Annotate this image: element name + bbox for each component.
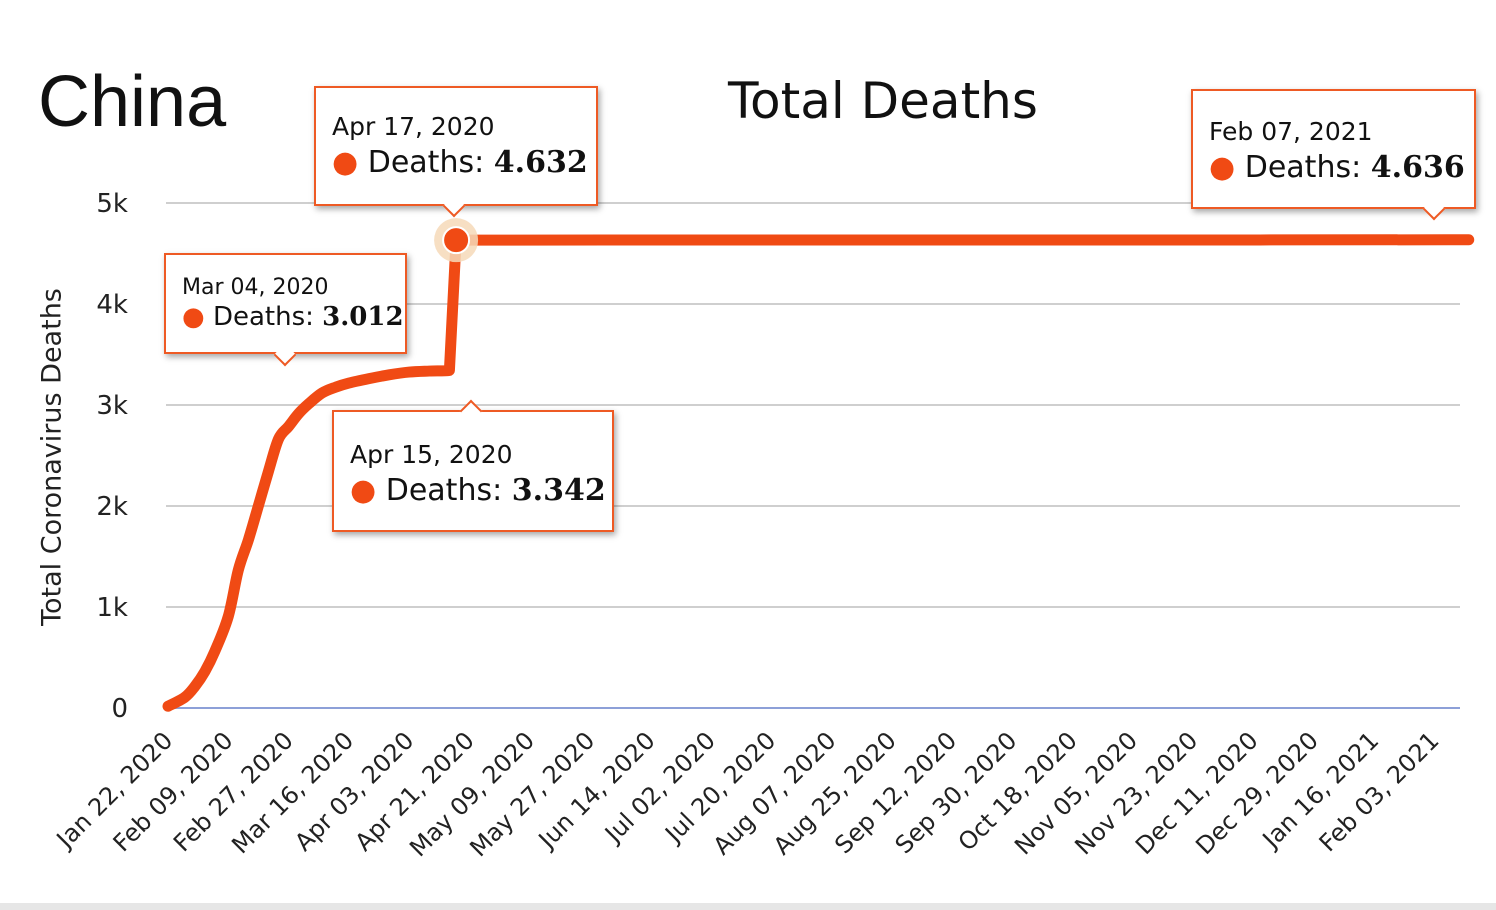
y-tick-label: 5k [96, 189, 128, 219]
data-point-marker [442, 226, 471, 255]
tooltip-value: 3.342 [511, 473, 606, 508]
tooltip-label: Deaths: [385, 473, 503, 508]
y-tick-label: 4k [96, 290, 128, 320]
y-tick-label: 1k [96, 593, 128, 623]
country-name: China [38, 62, 227, 142]
tooltip-date: Apr 17, 2020 [332, 112, 495, 141]
tooltip-label: Deaths: [1244, 150, 1362, 185]
series-dot-icon: ● [182, 302, 205, 332]
y-tick-label: 3k [96, 391, 128, 421]
chart-title: Total Deaths [728, 72, 1038, 130]
series-layer [162, 234, 1475, 712]
tooltip-value: 3.012 [322, 302, 404, 332]
series-dot-icon: ● [1209, 150, 1236, 185]
series-dot-icon: ● [332, 145, 359, 180]
tooltip-date: Mar 04, 2020 [182, 275, 329, 300]
tooltip-label: Deaths: [212, 302, 314, 332]
series-dot-icon: ● [350, 473, 377, 508]
tooltip-date: Apr 15, 2020 [350, 440, 513, 469]
tooltip-value: 4.632 [493, 145, 588, 180]
bottom-divider [0, 903, 1496, 910]
marker-layer [434, 218, 479, 263]
tooltip-apr-17: Apr 17, 2020 ● Deaths: 4.632 [314, 86, 598, 206]
tooltip-apr-15: Apr 15, 2020 ● Deaths: 3.342 [332, 410, 614, 532]
tooltip-feb-07: Feb 07, 2021 ● Deaths: 4.636 [1191, 89, 1476, 209]
y-tick-label: 2k [96, 492, 128, 522]
tooltip-mar-04: Mar 04, 2020 ● Deaths: 3.012 [164, 253, 407, 354]
deaths-series-line [162, 234, 1475, 712]
tooltip-label: Deaths: [367, 145, 485, 180]
tooltip-date: Feb 07, 2021 [1209, 117, 1373, 146]
tooltip-value: 4.636 [1370, 150, 1465, 185]
y-tick-label: 0 [111, 694, 128, 724]
y-tick-labels: 0 1k 2k 3k 4k 5k [96, 189, 128, 724]
